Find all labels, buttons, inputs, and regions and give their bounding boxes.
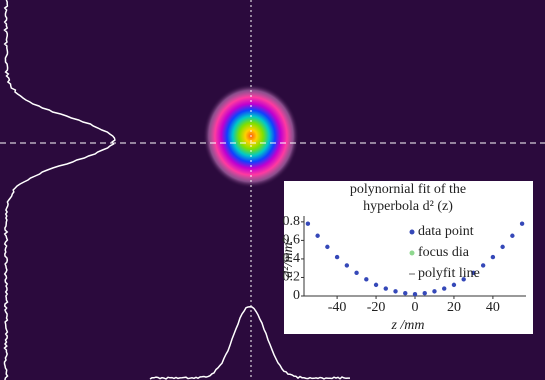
y-tick-label: 0 xyxy=(293,288,300,303)
data-point xyxy=(442,286,446,290)
data-point xyxy=(423,291,427,295)
x-tick-label: 40 xyxy=(486,300,500,315)
data-point xyxy=(345,263,349,267)
data-point xyxy=(325,245,329,249)
data-point xyxy=(393,289,397,293)
data-point xyxy=(384,286,388,290)
data-point xyxy=(481,263,485,267)
chart-title: hyperbola d² (z) xyxy=(363,199,453,214)
legend-label: polyfit line xyxy=(418,266,480,281)
screenshot: polynornial fit of the hyperbola d² (z) 0 0… xyxy=(0,0,545,380)
data-point xyxy=(432,289,436,293)
x-tick-label: 20 xyxy=(447,300,461,315)
x-tick-label: 0 xyxy=(412,300,419,315)
data-point xyxy=(510,234,514,238)
legend-marker xyxy=(410,251,415,256)
data-point xyxy=(364,277,368,281)
data-point xyxy=(306,222,310,226)
y-tick-label: 0.8 xyxy=(283,214,301,229)
data-point xyxy=(374,283,378,287)
x-axis-label: z /mm xyxy=(390,318,424,333)
data-point xyxy=(403,291,407,295)
data-point xyxy=(413,292,417,296)
data-point xyxy=(315,234,319,238)
data-point xyxy=(452,283,456,287)
data-point xyxy=(500,245,504,249)
chart-title: polynornial fit of the xyxy=(350,182,466,197)
data-point xyxy=(491,255,495,259)
data-point xyxy=(354,271,358,275)
legend-label: focus dia xyxy=(418,245,470,260)
data-point xyxy=(335,255,339,259)
y-axis-label: d²/mm² xyxy=(281,237,296,277)
data-point xyxy=(520,222,524,226)
x-tick-label: -20 xyxy=(367,300,386,315)
x-tick-label: -40 xyxy=(328,300,347,315)
legend-marker xyxy=(410,230,415,235)
legend-label: data point xyxy=(418,224,474,239)
